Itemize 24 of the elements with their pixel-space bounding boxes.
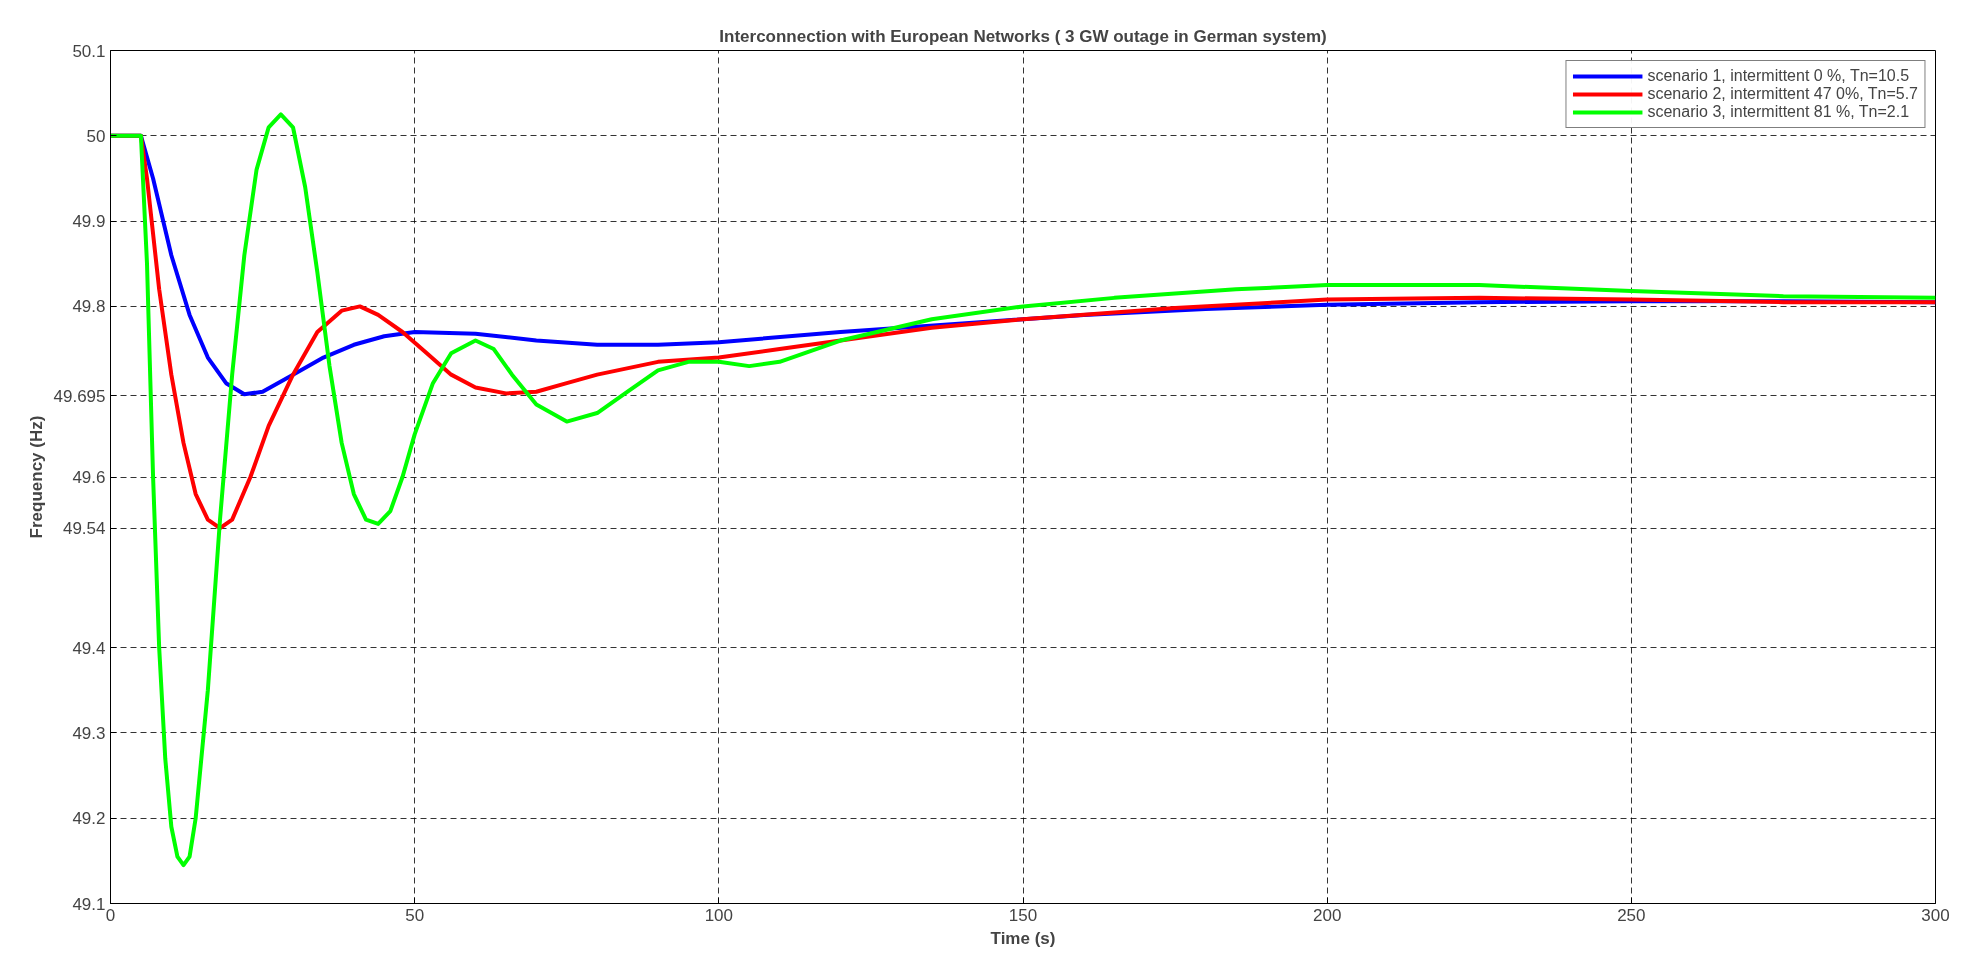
y-tick-label: 49.4 xyxy=(72,638,106,658)
legend-label: scenario 2, intermittent 47 0%, Tn=5.7 xyxy=(1647,85,1918,103)
y-tick-label: 49.8 xyxy=(72,297,106,317)
y-tick-label: 50 xyxy=(86,126,106,146)
y-tick-label: 49.6 xyxy=(72,468,106,487)
y-tick-label: 49.9 xyxy=(72,212,106,232)
y-tick-label: 50.1 xyxy=(72,41,106,61)
y-tick-label: 49.695 xyxy=(53,386,106,406)
chart-title: Interconnection with European Networks ( 3 GW outage in German system) xyxy=(719,26,1327,46)
y-tick-label: 49.54 xyxy=(62,519,106,539)
x-tick-label: 100 xyxy=(704,905,734,925)
legend-label: scenario 1, intermittent 0 %, Tn=10.5 xyxy=(1647,67,1910,85)
y-tick-label: 49.3 xyxy=(72,723,106,743)
y-tick-label: 49.2 xyxy=(72,809,106,829)
x-tick-label: 300 xyxy=(1921,905,1950,925)
x-tick-label: 50 xyxy=(405,905,425,925)
x-tick-label: 200 xyxy=(1312,905,1342,925)
y-axis-title: Frequency (Hz) xyxy=(26,415,46,539)
x-axis-title: Time (s) xyxy=(990,928,1056,948)
x-tick-label: 0 xyxy=(105,905,116,925)
x-tick-label: 150 xyxy=(1008,905,1038,925)
y-tick-label: 49.1 xyxy=(72,894,106,914)
x-tick-label: 250 xyxy=(1617,905,1646,925)
legend-label: scenario 3, intermittent 81 %, Tn=2.1 xyxy=(1647,103,1910,121)
